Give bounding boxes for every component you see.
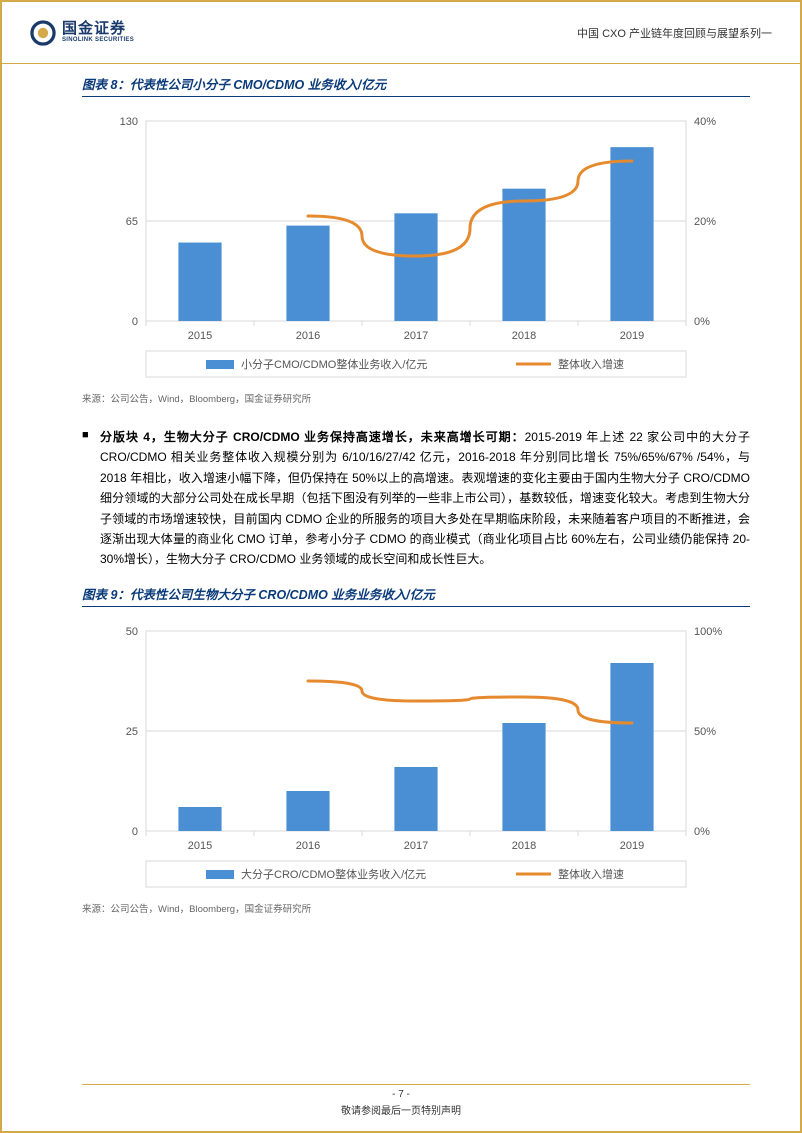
svg-text:2015: 2015: [188, 840, 212, 852]
chart9-container: 0 25 50 0% 50% 100% 2015 2016 2017 2018 2019 大分子CRO…: [96, 617, 736, 897]
company-name-cn: 国金证券: [62, 21, 134, 38]
body-paragraph-1: ■ 分版块 4，生物大分子 CRO/CDMO 业务保持高速增长，未来高增长可期：…: [82, 427, 750, 570]
chart8-container: 0 65 130 0% 20% 40% 2015 2016 2017 2018 2019 小分子CMO…: [96, 107, 736, 387]
svg-text:2015: 2015: [188, 330, 212, 342]
svg-text:20%: 20%: [694, 216, 716, 228]
svg-text:2016: 2016: [296, 840, 320, 852]
svg-text:130: 130: [120, 116, 138, 128]
svg-text:0%: 0%: [694, 826, 710, 838]
svg-text:50: 50: [126, 626, 138, 638]
svg-text:2018: 2018: [512, 330, 536, 342]
chart8-title: 图表 8：代表性公司小分子 CMO/CDMO 业务收入/亿元: [82, 74, 750, 97]
page-content: 图表 8：代表性公司小分子 CMO/CDMO 业务收入/亿元 0 65 130 0% 2…: [82, 74, 750, 937]
svg-text:0%: 0%: [694, 316, 710, 328]
body-text-1: 分版块 4，生物大分子 CRO/CDMO 业务保持高速增长，未来高增长可期：20…: [100, 427, 750, 570]
svg-text:100%: 100%: [694, 626, 722, 638]
footer-divider: [82, 1084, 750, 1085]
document-series-title: 中国 CXO 产业链年度回顾与展望系列一: [577, 25, 772, 41]
body-lead-1: 分版块 4，生物大分子 CRO/CDMO 业务保持高速增长，未来高增长可期：: [100, 430, 525, 444]
svg-text:0: 0: [132, 316, 138, 328]
svg-text:50%: 50%: [694, 726, 716, 738]
svg-text:小分子CMO/CDMO整体业务收入/亿元: 小分子CMO/CDMO整体业务收入/亿元: [241, 357, 427, 371]
chart8-svg: 0 65 130 0% 20% 40% 2015 2016 2017 2018 2019 小分子CMO…: [96, 107, 736, 387]
svg-text:40%: 40%: [694, 116, 716, 128]
page: 国金证券 SINOLINK SECURITIES 中国 CXO 产业链年度回顾与…: [0, 0, 802, 1133]
bullet-icon: ■: [82, 427, 100, 570]
svg-text:大分子CRO/CDMO整体业务收入/亿元: 大分子CRO/CDMO整体业务收入/亿元: [241, 867, 426, 881]
page-header: 国金证券 SINOLINK SECURITIES 中国 CXO 产业链年度回顾与…: [2, 2, 800, 64]
page-footer: - 7 - 敬请参阅最后一页特别声明: [2, 1084, 800, 1117]
svg-text:2017: 2017: [404, 840, 428, 852]
svg-text:2019: 2019: [620, 840, 644, 852]
company-logo: 国金证券 SINOLINK SECURITIES: [30, 20, 134, 46]
svg-text:整体收入增速: 整体收入增速: [558, 357, 624, 371]
page-number: - 7 -: [2, 1089, 800, 1100]
svg-text:2016: 2016: [296, 330, 320, 342]
body-rest-1: 2015-2019 年上述 22 家公司中的大分子 CRO/CDMO 相关业务整…: [100, 430, 750, 566]
svg-text:0: 0: [132, 826, 138, 838]
chart9-svg: 0 25 50 0% 50% 100% 2015 2016 2017 2018 2019 大分子CRO…: [96, 617, 736, 897]
logo-icon: [30, 20, 56, 46]
svg-text:整体收入增速: 整体收入增速: [558, 867, 624, 881]
svg-text:2019: 2019: [620, 330, 644, 342]
chart9-source: 来源：公司公告，Wind，Bloomberg，国金证券研究所: [82, 901, 750, 915]
svg-text:25: 25: [126, 726, 138, 738]
footer-disclaimer: 敬请参阅最后一页特别声明: [2, 1102, 800, 1117]
svg-text:2018: 2018: [512, 840, 536, 852]
chart9-title: 图表 9：代表性公司生物大分子 CRO/CDMO 业务业务收入/亿元: [82, 584, 750, 607]
svg-text:2017: 2017: [404, 330, 428, 342]
chart8-source: 来源：公司公告，Wind，Bloomberg，国金证券研究所: [82, 391, 750, 405]
svg-text:65: 65: [126, 216, 138, 228]
company-name-en: SINOLINK SECURITIES: [62, 37, 134, 44]
